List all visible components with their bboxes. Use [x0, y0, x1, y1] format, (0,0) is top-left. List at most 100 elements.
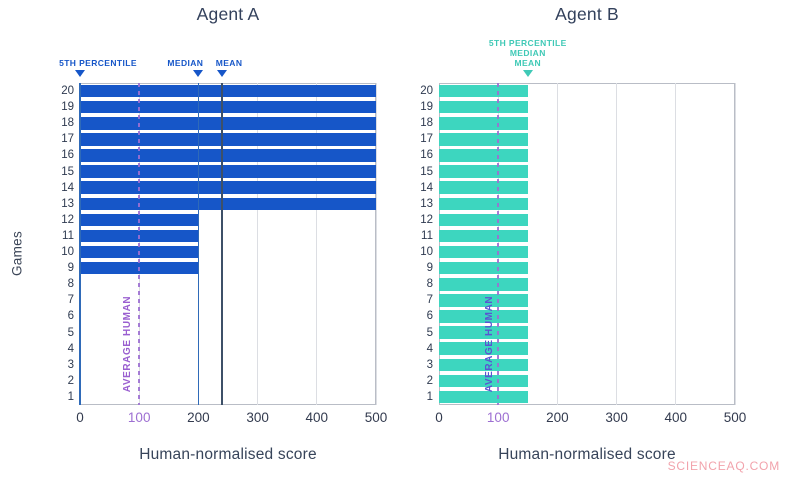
x-axis-label: Human-normalised score — [139, 446, 317, 463]
bar — [439, 390, 528, 404]
gridline — [675, 83, 677, 405]
bar — [439, 165, 528, 178]
stat-label: MEDIAN — [509, 48, 546, 58]
y-tick-label: 12 — [420, 213, 433, 226]
gridline — [616, 83, 618, 405]
y-tick-label: 11 — [421, 229, 433, 242]
x-tick-label: 300 — [605, 410, 628, 425]
bar — [439, 100, 528, 114]
stat-marker-arrow — [193, 70, 204, 77]
gridline — [734, 83, 736, 405]
bar — [80, 165, 376, 178]
y-tick-label: 9 — [426, 262, 433, 275]
bar — [80, 133, 376, 146]
chart-title: Agent A — [196, 4, 260, 24]
y-tick-label: 2 — [426, 374, 433, 387]
bar — [439, 294, 528, 307]
bar — [439, 133, 528, 146]
y-tick-label: 7 — [67, 294, 74, 307]
bar — [80, 197, 376, 210]
bar — [439, 213, 528, 227]
y-tick-label: 4 — [426, 342, 433, 355]
y-tick-label: 14 — [61, 181, 74, 194]
bar — [439, 149, 528, 162]
y-tick-label: 14 — [420, 181, 433, 194]
bar — [439, 326, 528, 339]
y-tick-label: 5 — [426, 326, 433, 339]
x-tick-label: 100 — [486, 410, 510, 425]
y-tick-label: 13 — [61, 197, 74, 210]
y-tick-label: 16 — [61, 149, 74, 162]
stat-line — [79, 83, 81, 405]
y-tick-label: 4 — [67, 342, 74, 355]
x-tick-label: 100 — [127, 410, 151, 425]
x-axis-label: Human-normalised score — [498, 446, 676, 463]
stat-marker-arrow — [522, 70, 533, 77]
chart-title: Agent B — [555, 4, 619, 24]
bar — [439, 342, 528, 355]
gridline — [316, 83, 318, 405]
stat-label: MEAN — [215, 58, 243, 68]
stat-marker-arrow — [75, 70, 85, 77]
x-tick-label: 300 — [246, 410, 269, 425]
bar — [439, 374, 528, 388]
gridline — [556, 83, 558, 405]
y-tick-label: 3 — [67, 358, 74, 371]
bar — [80, 100, 376, 114]
x-tick-label: 400 — [664, 410, 688, 425]
stat-label: MEDIAN — [167, 58, 204, 68]
y-tick-label: 1 — [426, 390, 433, 403]
watermark: SCIENCEAQ.COM — [667, 459, 780, 473]
gridline — [257, 83, 259, 405]
x-tick-label: 500 — [364, 410, 388, 425]
y-tick-label: 10 — [61, 246, 74, 259]
bar — [80, 84, 376, 98]
bar — [439, 261, 528, 275]
y-tick-label: 10 — [420, 246, 433, 259]
bar — [80, 149, 376, 162]
stat-label: 5TH PERCENTILE — [488, 38, 567, 48]
average-human-line — [497, 83, 499, 405]
bar — [439, 278, 528, 291]
y-tick-label: 5 — [67, 326, 74, 339]
y-tick-label: 6 — [67, 310, 74, 323]
y-tick-label: 19 — [61, 101, 74, 114]
y-tick-label: 8 — [426, 278, 433, 291]
y-tick-label: 18 — [420, 117, 433, 130]
y-tick-label: 6 — [426, 310, 433, 323]
bar — [439, 181, 528, 194]
y-tick-label: 17 — [420, 133, 433, 146]
stat-line — [221, 83, 223, 405]
y-tick-label: 18 — [61, 117, 74, 130]
y-tick-label: 12 — [61, 213, 74, 226]
y-tick-label: 2 — [67, 374, 74, 387]
bar — [439, 84, 528, 98]
average-human-label: AVERAGE HUMAN — [484, 295, 496, 393]
stat-label: MEAN — [514, 58, 542, 68]
y-tick-label: 16 — [420, 149, 433, 162]
stat-label: 5TH PERCENTILE — [59, 58, 137, 68]
bar — [439, 358, 528, 371]
y-tick-label: 7 — [426, 294, 433, 307]
bar — [439, 229, 528, 243]
y-tick-label: 19 — [420, 101, 433, 114]
y-tick-label: 15 — [420, 165, 433, 178]
y-tick-label: 17 — [61, 133, 74, 146]
average-human-label: AVERAGE HUMAN — [122, 295, 134, 393]
x-tick-label: 500 — [723, 410, 747, 425]
y-tick-label: 11 — [62, 229, 74, 242]
y-tick-label: 20 — [420, 85, 433, 98]
gridline — [375, 83, 377, 405]
y-tick-label: 9 — [67, 262, 74, 275]
bar — [439, 197, 528, 210]
y-tick-label: 15 — [61, 165, 74, 178]
stat-marker-arrow — [217, 70, 228, 77]
y-tick-label: 3 — [426, 358, 433, 371]
bar — [80, 181, 376, 194]
x-tick-label: 200 — [546, 410, 569, 425]
y-axis-label: Games — [9, 231, 25, 277]
bar — [439, 245, 528, 259]
y-tick-label: 8 — [67, 278, 74, 291]
x-tick-label: 200 — [187, 410, 210, 425]
